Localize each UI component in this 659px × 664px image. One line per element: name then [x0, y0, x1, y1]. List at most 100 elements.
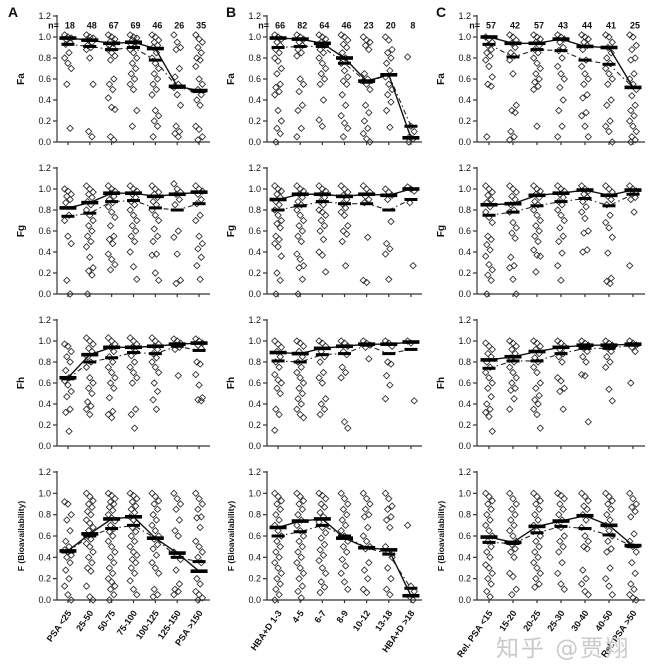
y-tick-labels: 0.0 0.2 0.4 0.6 0.8 1.0 1.2 — [458, 467, 471, 605]
scatter-points — [271, 31, 418, 146]
svg-text:1.0: 1.0 — [248, 488, 261, 498]
svg-text:0.0: 0.0 — [458, 441, 471, 451]
mean-line — [59, 515, 208, 573]
subplot-b-row2: 0.0 0.2 0.4 0.6 0.8 1.0 1.2 Fg — [226, 163, 422, 299]
svg-text:0.6: 0.6 — [248, 378, 261, 388]
svg-text:0.2: 0.2 — [248, 116, 261, 126]
axes — [53, 319, 210, 449]
subplot-a-row2: 0.0 0.2 0.4 0.6 0.8 1.0 1.2 Fg — [16, 163, 210, 299]
svg-text:8: 8 — [410, 21, 415, 31]
svg-text:0.2: 0.2 — [38, 420, 51, 430]
y-tick-labels: 0.0 0.2 0.4 0.6 0.8 1.0 1.2 — [248, 467, 261, 605]
x-category-labels: PSA <25 25-50 50-7575-100100-125125-150PSA… — [45, 608, 205, 647]
y-tick-labels: 0.0 0.2 0.4 0.6 0.8 1.0 1.2 — [38, 11, 51, 147]
svg-text:0.2: 0.2 — [38, 268, 51, 278]
svg-text:n=: n= — [258, 21, 269, 31]
axes — [473, 167, 645, 297]
y-axis-title: Fh — [226, 377, 237, 389]
svg-text:57: 57 — [486, 21, 496, 31]
svg-text:42: 42 — [510, 21, 520, 31]
y-tick-labels: 0.0 0.2 0.4 0.6 0.8 1.0 1.2 — [38, 163, 51, 299]
svg-text:0.0: 0.0 — [248, 595, 261, 605]
svg-text:0.2: 0.2 — [458, 116, 471, 126]
svg-text:0.4: 0.4 — [248, 247, 261, 257]
subplot-c-row2: 0.0 0.2 0.4 0.6 0.8 1.0 1.2 Fg — [436, 163, 645, 299]
svg-text:0.0: 0.0 — [38, 137, 51, 147]
scatter-points — [481, 182, 641, 298]
n-count-labels: n= 57 42 57 43 44 41 25 — [469, 21, 640, 31]
watermark: 知乎 @贾翔 — [496, 636, 631, 662]
y-tick-labels: 0.0 0.2 0.4 0.6 0.8 1.0 1.2 — [248, 315, 261, 451]
axes — [53, 471, 210, 603]
svg-text:0.4: 0.4 — [458, 399, 471, 409]
svg-text:23: 23 — [364, 21, 374, 31]
svg-text:1.0: 1.0 — [458, 336, 471, 346]
svg-text:0.2: 0.2 — [248, 574, 261, 584]
axes — [263, 15, 422, 145]
mean-line — [269, 187, 420, 202]
svg-text:1.0: 1.0 — [38, 488, 51, 498]
median-line — [482, 42, 640, 89]
svg-text:1.0: 1.0 — [458, 32, 471, 42]
axes — [473, 319, 645, 449]
svg-text:0.4: 0.4 — [248, 95, 261, 105]
svg-text:0.4: 0.4 — [458, 247, 471, 257]
svg-text:0.8: 0.8 — [458, 510, 471, 520]
svg-text:0.6: 0.6 — [38, 378, 51, 388]
svg-text:0.2: 0.2 — [458, 268, 471, 278]
svg-text:0.2: 0.2 — [248, 268, 261, 278]
y-axis-title: Fh — [16, 377, 27, 389]
axes — [473, 15, 645, 145]
svg-text:Fh: Fh — [16, 377, 27, 389]
svg-text:13-18: 13-18 — [373, 608, 394, 633]
y-tick-labels: 0.0 0.2 0.4 0.6 0.8 1.0 1.2 — [248, 11, 261, 147]
svg-text:0.8: 0.8 — [458, 205, 471, 215]
svg-text:50-75: 50-75 — [96, 608, 117, 633]
mean-line — [480, 188, 642, 207]
svg-text:Fg: Fg — [16, 225, 27, 237]
svg-text:0.2: 0.2 — [458, 420, 471, 430]
svg-text:F (Bioavailability): F (Bioavailability) — [226, 501, 236, 572]
svg-text:18: 18 — [65, 21, 75, 31]
svg-text:PSA <25: PSA <25 — [45, 608, 74, 643]
svg-text:10-12: 10-12 — [351, 608, 372, 633]
svg-text:0.6: 0.6 — [458, 74, 471, 84]
svg-text:Fg: Fg — [436, 225, 447, 237]
y-tick-labels: 0.0 0.2 0.4 0.6 0.8 1.0 1.2 — [458, 315, 471, 451]
axes — [53, 15, 210, 145]
svg-text:0.8: 0.8 — [38, 205, 51, 215]
svg-text:44: 44 — [582, 21, 592, 31]
svg-text:1.2: 1.2 — [38, 467, 51, 477]
svg-text:0.6: 0.6 — [38, 74, 51, 84]
n-count-labels: n= 66 82 64 46 23 20 8 — [258, 21, 415, 31]
y-tick-labels: 0.0 0.2 0.4 0.6 0.8 1.0 1.2 — [458, 163, 471, 299]
axes — [263, 167, 422, 297]
axes — [473, 471, 645, 603]
svg-text:0.4: 0.4 — [248, 552, 261, 562]
svg-text:1.2: 1.2 — [458, 11, 471, 21]
svg-text:48: 48 — [87, 21, 97, 31]
svg-text:57: 57 — [534, 21, 544, 31]
svg-text:67: 67 — [109, 21, 119, 31]
panel-label-a: A — [8, 4, 19, 20]
y-axis-title: Fa — [226, 73, 237, 85]
subplot-b-row4: 0.0 0.2 0.4 0.6 0.8 1.0 1.2 F (Bioavailability)… — [226, 467, 422, 654]
subplot-a-row1: 0.0 0.2 0.4 0.6 0.8 1.0 1.2 Fa n= 18 48 67 69 46 26 35 — [16, 11, 210, 147]
scatter-points — [271, 489, 418, 604]
svg-text:0.6: 0.6 — [248, 531, 261, 541]
svg-text:Fg: Fg — [226, 225, 237, 237]
scatter-points — [60, 334, 207, 436]
mean-line — [59, 190, 208, 210]
median-line — [482, 192, 640, 217]
svg-text:25: 25 — [630, 21, 640, 31]
svg-text:0.8: 0.8 — [248, 357, 261, 367]
n-count-labels: n= 18 48 67 69 46 26 35 — [48, 21, 206, 31]
mean-line — [480, 513, 642, 548]
svg-text:Fh: Fh — [226, 377, 237, 389]
svg-text:0.0: 0.0 — [248, 137, 261, 147]
svg-text:0.0: 0.0 — [458, 289, 471, 299]
svg-text:0.0: 0.0 — [458, 137, 471, 147]
